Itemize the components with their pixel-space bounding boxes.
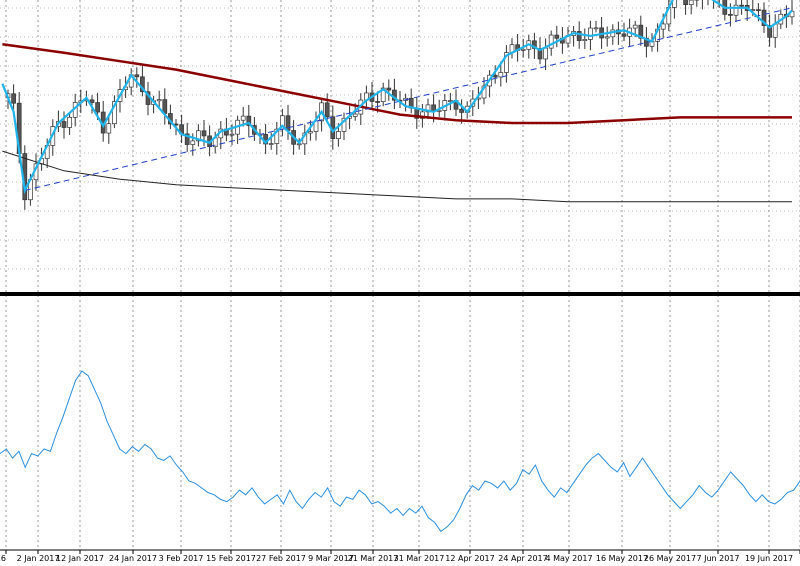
- candle-body: [728, 14, 733, 16]
- candle-body: [520, 48, 526, 51]
- x-tick-label: 19 Jun 2017: [745, 554, 793, 563]
- envelope-lower-line: [2, 150, 792, 203]
- x-tick-label: 9 Mar 2017: [308, 554, 354, 563]
- candle-body: [683, 0, 688, 6]
- x-tick-label: 21 Mar 2017: [348, 554, 399, 563]
- candle-body: [448, 100, 453, 102]
- candle-body: [61, 121, 67, 128]
- zigzag-line: [1, 0, 793, 195]
- candle-body: [336, 131, 341, 139]
- x-tick-label: 3 Feb 2017: [159, 554, 204, 563]
- candle-body: [246, 115, 252, 126]
- x-tick-label: 24 Apr 2017: [498, 554, 547, 563]
- candle-body: [190, 140, 196, 145]
- candle-body: [89, 99, 95, 103]
- candle-body: [660, 23, 666, 30]
- candle-body: [268, 143, 274, 145]
- x-tick-label: 12 Apr 2017: [445, 554, 494, 563]
- candle-body: [582, 39, 588, 41]
- candle-body: [140, 76, 145, 93]
- price-panel: [1, 0, 795, 210]
- candle-body: [498, 72, 504, 78]
- x-tick-label: 24 Jan 2017: [109, 554, 157, 563]
- candle-body: [196, 130, 201, 142]
- candle-body: [554, 34, 560, 39]
- candle-body: [604, 36, 610, 39]
- candle-body: [621, 33, 627, 37]
- x-tick-label: 16: [0, 554, 6, 563]
- x-tick-label: 27 Feb 2017: [256, 554, 306, 563]
- candle-body: [504, 52, 509, 73]
- panel-separator: [0, 292, 800, 296]
- candle-body: [184, 133, 190, 145]
- candle-body: [543, 47, 548, 60]
- candle-body: [459, 108, 464, 113]
- candle-body: [274, 128, 280, 144]
- x-tick-label: 2 Jan 2017: [17, 554, 60, 563]
- candle-body: [112, 101, 117, 125]
- candle-body: [375, 101, 380, 103]
- candle-body: [638, 24, 644, 39]
- candle-body: [688, 0, 694, 6]
- candle-body: [156, 99, 162, 102]
- grid-lines: [0, 0, 800, 550]
- candle-body: [308, 131, 313, 134]
- candle-body: [420, 111, 425, 119]
- x-tick-label: 31 Mar 2017: [394, 554, 445, 563]
- candle-body: [672, 0, 677, 8]
- x-tick-label: 26 May 2017: [644, 554, 696, 563]
- x-tick-label: 15 Feb 2017: [206, 554, 256, 563]
- candle-body: [324, 102, 330, 118]
- candle-body: [593, 27, 599, 30]
- candle-body: [733, 4, 739, 16]
- candle-body: [11, 93, 16, 104]
- candle-body: [341, 117, 347, 132]
- candle-body: [352, 113, 358, 117]
- moving-average-line: [2, 43, 792, 125]
- candle-body: [537, 48, 543, 60]
- candle-body: [756, 9, 761, 11]
- candle-body: [532, 40, 537, 49]
- candle-body: [95, 102, 100, 113]
- trend-line: [24, 7, 793, 191]
- oscillator-panel: [0, 370, 800, 533]
- candle-body: [767, 25, 772, 38]
- candle-body: [632, 24, 638, 29]
- candle-body: [134, 74, 140, 78]
- oscillator-line: [0, 370, 800, 533]
- candle-body: [386, 87, 392, 91]
- candle-body: [67, 116, 72, 128]
- candle-body: [229, 133, 235, 136]
- candle-body: [201, 130, 207, 137]
- x-tick-label: 4 May 2017: [545, 554, 592, 563]
- candle-body: [425, 104, 431, 113]
- candle-body: [548, 34, 554, 49]
- candle-body: [106, 123, 112, 134]
- x-tick-label: 16 May 2017: [596, 554, 648, 563]
- candle-body: [576, 31, 582, 41]
- candle-body: [739, 4, 744, 7]
- candle-body: [588, 27, 593, 40]
- x-tick-label: 7 Jun 2017: [696, 554, 739, 563]
- candle-body: [240, 115, 246, 121]
- x-tick-label: 12 Jan 2017: [56, 554, 104, 563]
- candle-body: [761, 9, 767, 26]
